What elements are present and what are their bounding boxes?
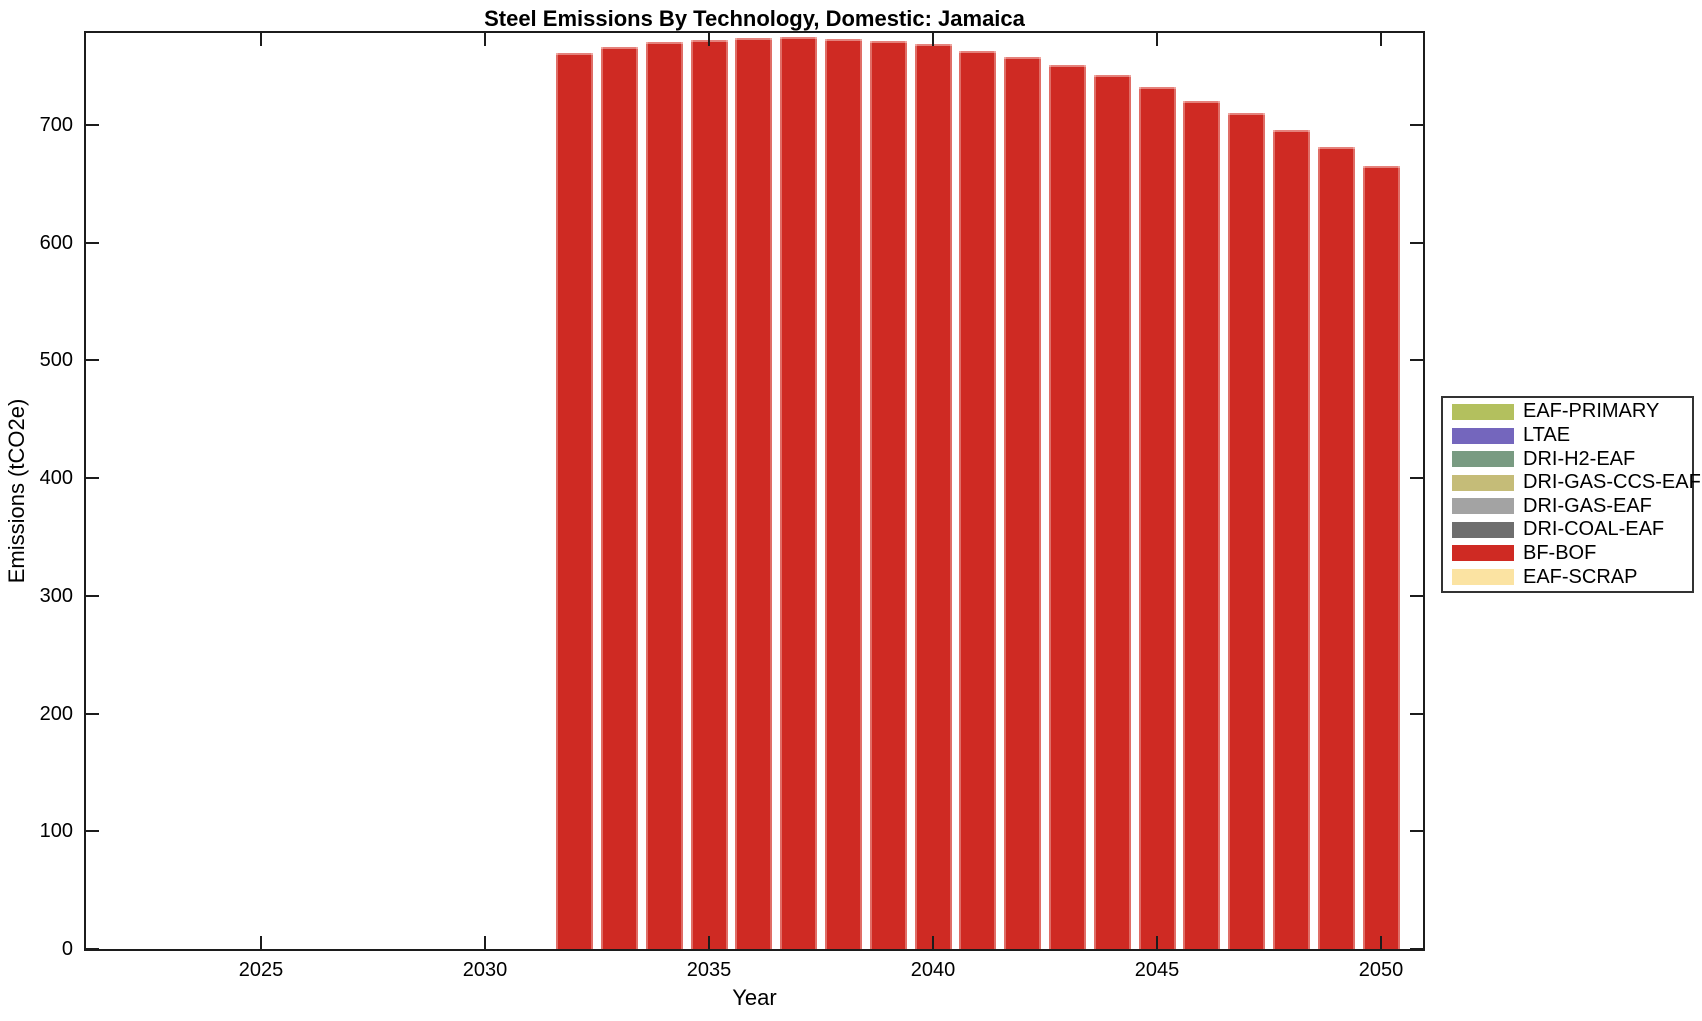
legend-swatch-icon xyxy=(1452,545,1514,562)
y-tick-label-700: 700 xyxy=(39,113,73,136)
y-tick-mark-600 xyxy=(1410,241,1423,244)
y-tick-mark-400 xyxy=(1410,477,1423,480)
legend-swatch-icon xyxy=(1452,403,1514,420)
legend-item-dri-h2-eaf: DRI-H2-EAF xyxy=(1452,447,1692,471)
bar-2050 xyxy=(1362,166,1400,949)
legend-item-eaf-scrap: EAF-SCRAP xyxy=(1452,565,1692,589)
legend-item-ltae: LTAE xyxy=(1452,424,1692,448)
y-tick-mark-100 xyxy=(1410,830,1423,833)
y-tick-mark-0 xyxy=(1410,948,1423,950)
x-tick-mark-2035 xyxy=(708,936,710,949)
legend: EAF-PRIMARY LTAE DRI-H2-EAF DRI-GAS-CCS-EAF… xyxy=(1441,396,1701,593)
legend-label: DRI-COAL-EAF xyxy=(1523,518,1665,541)
x-tick-label-2050: 2050 xyxy=(1358,959,1404,981)
bar-2044 xyxy=(1093,75,1131,949)
x-tick-mark-2040 xyxy=(932,33,934,46)
x-tick-mark-2035 xyxy=(708,33,710,46)
x-tick-mark-2030 xyxy=(484,33,486,46)
y-tick-mark-200 xyxy=(86,712,99,715)
x-tick-label-2035: 2035 xyxy=(686,959,732,981)
legend-swatch-icon xyxy=(1452,569,1514,586)
x-tick-label-2025: 2025 xyxy=(238,959,284,981)
x-tick-label-2040: 2040 xyxy=(910,959,956,981)
y-tick-label-400: 400 xyxy=(39,467,73,490)
y-tick-mark-0 xyxy=(86,948,99,950)
x-tick-mark-2025 xyxy=(260,936,262,949)
y-tick-mark-500 xyxy=(1410,359,1423,362)
bar-2032 xyxy=(556,53,594,949)
bar-2045 xyxy=(1138,87,1176,949)
legend-label: EAF-PRIMARY xyxy=(1523,400,1660,423)
bar-2038 xyxy=(824,38,862,949)
bar-2041 xyxy=(959,50,997,949)
legend-item-bf-bof: BF-BOF xyxy=(1452,542,1692,566)
y-tick-mark-700 xyxy=(86,123,99,126)
bar-2043 xyxy=(1048,64,1086,949)
legend-swatch-icon xyxy=(1452,498,1514,515)
legend-label: DRI-H2-EAF xyxy=(1523,447,1636,470)
legend-swatch-icon xyxy=(1452,427,1514,444)
legend-item-dri-coal-eaf: DRI-COAL-EAF xyxy=(1452,518,1692,542)
legend-swatch-icon xyxy=(1452,474,1514,491)
x-tick-mark-2045 xyxy=(1156,936,1158,949)
x-tick-mark-2045 xyxy=(1156,33,1158,46)
bar-2048 xyxy=(1272,129,1310,949)
x-tick-mark-2025 xyxy=(260,33,262,46)
legend-item-dri-gas-ccs-eaf: DRI-GAS-CCS-EAF xyxy=(1452,471,1701,495)
y-tick-mark-500 xyxy=(86,359,99,362)
y-tick-label-100: 100 xyxy=(39,820,73,843)
legend-label: LTAE xyxy=(1523,424,1571,447)
bar-2034 xyxy=(645,42,683,949)
y-tick-label-600: 600 xyxy=(39,231,73,254)
y-tick-label-200: 200 xyxy=(39,702,73,725)
x-tick-label-2030: 2030 xyxy=(462,959,508,981)
y-tick-label-300: 300 xyxy=(39,584,73,607)
chart-title: Steel Emissions By Technology, Domestic:… xyxy=(484,6,1025,31)
y-tick-mark-200 xyxy=(1410,712,1423,715)
y-tick-label-0: 0 xyxy=(61,938,73,960)
legend-label: DRI-GAS-EAF xyxy=(1523,494,1652,517)
x-tick-mark-2050 xyxy=(1380,33,1382,46)
x-axis-label: Year xyxy=(732,985,777,1010)
legend-item-dri-gas-eaf: DRI-GAS-EAF xyxy=(1452,495,1692,519)
bar-2035 xyxy=(690,40,728,949)
bar-2039 xyxy=(869,41,907,949)
bar-2049 xyxy=(1317,147,1355,949)
y-tick-mark-700 xyxy=(1410,123,1423,126)
legend-swatch-icon xyxy=(1452,451,1514,468)
bar-2042 xyxy=(1004,56,1042,949)
bar-2046 xyxy=(1183,101,1221,949)
bar-2040 xyxy=(914,43,952,949)
y-tick-mark-300 xyxy=(1410,594,1423,597)
y-tick-mark-600 xyxy=(86,241,99,244)
x-tick-label-2045: 2045 xyxy=(1134,959,1180,981)
bar-2037 xyxy=(780,36,818,949)
x-tick-mark-2040 xyxy=(932,936,934,949)
legend-swatch-icon xyxy=(1452,521,1514,538)
plot-area: 0 100 200 300 400 500 600 700 2025 2030 2035 2040 20… xyxy=(40,31,1425,981)
x-tick-mark-2050 xyxy=(1380,936,1382,949)
bar-2047 xyxy=(1228,113,1266,949)
legend-item-eaf-primary: EAF-PRIMARY xyxy=(1452,400,1692,424)
legend-label: EAF-SCRAP xyxy=(1523,565,1638,588)
bar-2036 xyxy=(735,37,773,949)
y-tick-mark-300 xyxy=(86,594,99,597)
y-tick-label-500: 500 xyxy=(39,349,73,372)
y-tick-mark-100 xyxy=(86,830,99,833)
legend-label: DRI-GAS-CCS-EAF xyxy=(1523,471,1701,494)
bar-2033 xyxy=(600,47,638,949)
y-axis-label: Emissions (tCO2e) xyxy=(4,398,29,584)
legend-label: BF-BOF xyxy=(1523,541,1597,564)
x-tick-mark-2030 xyxy=(484,936,486,949)
y-tick-mark-400 xyxy=(86,477,99,480)
